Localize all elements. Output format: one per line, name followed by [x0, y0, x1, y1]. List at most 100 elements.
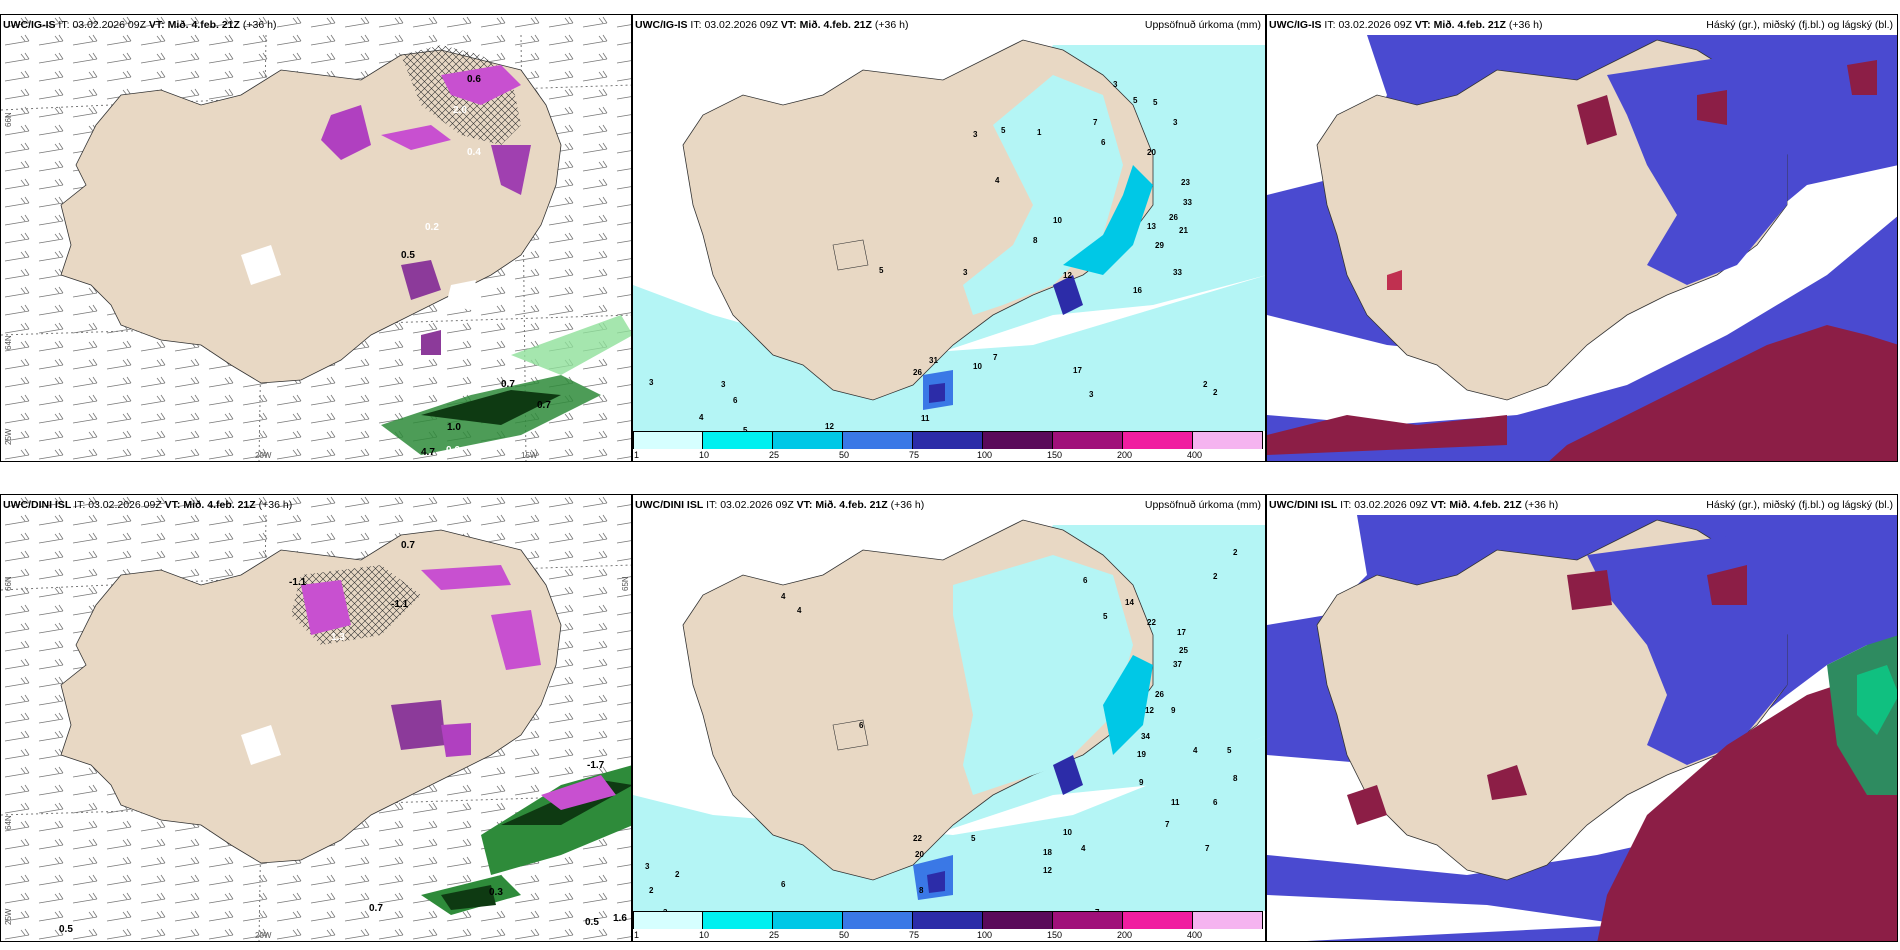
lon-label: 25W	[4, 428, 13, 445]
precip-label: 5	[1153, 98, 1158, 107]
panel-dini-clouds: UWC/DINI ISL IT: 03.02.2026 09Z VT: Mið.…	[1266, 494, 1898, 942]
colorbar-swatch	[633, 431, 703, 449]
precip-label: 7	[1205, 844, 1210, 853]
colorbar-tick: 25	[769, 930, 780, 940]
map-dini-wind: 0.7 -1.1 -1.1 1.3 0.7 0.5 0.5 1.6 -1.7 0…	[1, 495, 631, 941]
precip-label: 2	[649, 886, 654, 895]
colorbar-tick: 75	[909, 930, 920, 940]
precip-label: 26	[1155, 690, 1164, 699]
precip-label: 3	[1173, 118, 1178, 127]
colorbar-tick: 100	[977, 930, 993, 940]
panel-title-right: Háský (gr.), miðský (fj.bl.) og lágský (…	[1706, 499, 1893, 511]
map-dini-clouds	[1267, 515, 1897, 941]
precip-label: 12	[1145, 706, 1154, 715]
temp-label: 4.7	[421, 447, 435, 458]
lon-label: 20W	[255, 451, 272, 460]
panel-header: UWC/DINI ISL IT: 03.02.2026 09Z VT: Mið.…	[3, 499, 293, 511]
temp-label: 1.0	[447, 422, 461, 433]
colorbar-tick: 10	[699, 450, 710, 460]
temp-label: 0.7	[537, 400, 551, 411]
precip-label: 5	[1133, 96, 1138, 105]
precip-label: 12	[1043, 866, 1052, 875]
precip-label: 20	[1147, 148, 1156, 157]
precip-label: 1	[1037, 128, 1042, 137]
colorbar-swatch	[773, 431, 843, 449]
precip-label: 8	[1233, 774, 1238, 783]
temp-label: 0.5	[59, 924, 73, 935]
precip-label: 11	[1171, 798, 1180, 807]
colorbar-swatch	[843, 911, 913, 929]
temp-label: 2.0	[453, 105, 467, 116]
precip-label: 20	[915, 850, 924, 859]
precip-label: 34	[1141, 732, 1150, 741]
temp-label: 0.4	[467, 147, 481, 158]
precip-label: 6	[859, 721, 864, 730]
colorbar-swatch	[843, 431, 913, 449]
precip-label: 33	[1183, 198, 1192, 207]
precip-label: 7	[1165, 820, 1170, 829]
precip-label: 5	[1001, 126, 1006, 135]
precip-label: 29	[1155, 241, 1164, 250]
colorbar-swatch	[633, 911, 703, 929]
colorbar-tick: 100	[977, 450, 993, 460]
colorbar-tick: 150	[1047, 450, 1063, 460]
precip-label: 2	[1213, 572, 1218, 581]
colorbar-swatch	[913, 911, 983, 929]
precip-label: 5	[879, 266, 884, 275]
colorbar-swatch	[703, 911, 773, 929]
precip-label: 23	[1181, 178, 1190, 187]
colorbar-tick: 25	[769, 450, 780, 460]
precip-label: 5	[1103, 612, 1108, 621]
precip-label: 4	[781, 592, 786, 601]
precip-label: 2	[675, 870, 680, 879]
panel-dini-wind: 0.7 -1.1 -1.1 1.3 0.7 0.5 0.5 1.6 -1.7 0…	[0, 494, 632, 942]
precip-label: 18	[1043, 848, 1052, 857]
colorbar-tick: 1	[634, 450, 640, 460]
precip-label: 5	[1227, 746, 1232, 755]
panel-title-right: Uppsöfnuð úrkoma (mm)	[1144, 19, 1261, 31]
colorbar-swatch	[773, 911, 843, 929]
precip-label: 6	[733, 396, 738, 405]
lat-label: 64N	[4, 335, 13, 350]
precip-label: 10	[1053, 216, 1062, 225]
precip-label: 7	[993, 353, 998, 362]
precip-label: 2	[1203, 380, 1208, 389]
precip-label: 8	[1033, 236, 1038, 245]
precip-label: 3	[645, 862, 650, 871]
colorbar-tick: 75	[909, 450, 920, 460]
map-igis-precip: 3 5 7 5 3 20 23 33 26 13 21 29 33 16 10 …	[633, 39, 1265, 435]
temp-label: 0.3	[489, 887, 503, 898]
panel-header: UWC/DINI ISL IT: 03.02.2026 09Z VT: Mið.…	[635, 499, 925, 511]
precip-label: 19	[1137, 750, 1146, 759]
colorbar-swatch	[703, 431, 773, 449]
precip-label: 11	[921, 414, 930, 423]
colorbar-swatch	[983, 431, 1053, 449]
temp-label: 0.5	[585, 917, 599, 928]
colorbar-tick: 400	[1187, 450, 1203, 460]
precip-label: 33	[1173, 268, 1182, 277]
colorbar-tick: 150	[1047, 930, 1063, 940]
temp-label: -1.1	[391, 599, 409, 610]
precip-label: 22	[1147, 618, 1156, 627]
colorbar-swatch	[1123, 911, 1193, 929]
panel-header: UWC/IG-IS IT: 03.02.2026 09Z VT: Mið. 4.…	[1269, 19, 1543, 31]
colorbar-tick: 50	[839, 930, 850, 940]
precip-label: 31	[929, 356, 938, 365]
panel-igis-wind: 0.6 2.0 0.5 0.7 0.7 1.0 4.7 0.6 0.2 0.4 …	[0, 14, 632, 462]
map-igis-wind: 0.6 2.0 0.5 0.7 0.7 1.0 4.7 0.6 0.2 0.4	[1, 15, 631, 461]
precip-label: 14	[1125, 598, 1134, 607]
precip-label: 3	[963, 268, 968, 277]
colorbar-swatch	[1053, 911, 1123, 929]
precip-label: 2	[1233, 548, 1238, 557]
lat-label: 66N	[4, 112, 13, 127]
precip-label: 5	[971, 834, 976, 843]
temp-label: 1.3	[331, 632, 345, 643]
precip-label: 17	[1177, 628, 1186, 637]
panel-title-right: Háský (gr.), miðský (fj.bl.) og lágský (…	[1706, 19, 1893, 31]
precip-label: 3	[1113, 80, 1118, 89]
precip-label: 4	[995, 176, 1000, 185]
colorbar: 1 10 25 50 75 100 150 200 400	[633, 431, 1265, 461]
precip-label: 3	[973, 130, 978, 139]
iceland-land	[60, 529, 562, 864]
precip-label: 9	[1171, 706, 1176, 715]
